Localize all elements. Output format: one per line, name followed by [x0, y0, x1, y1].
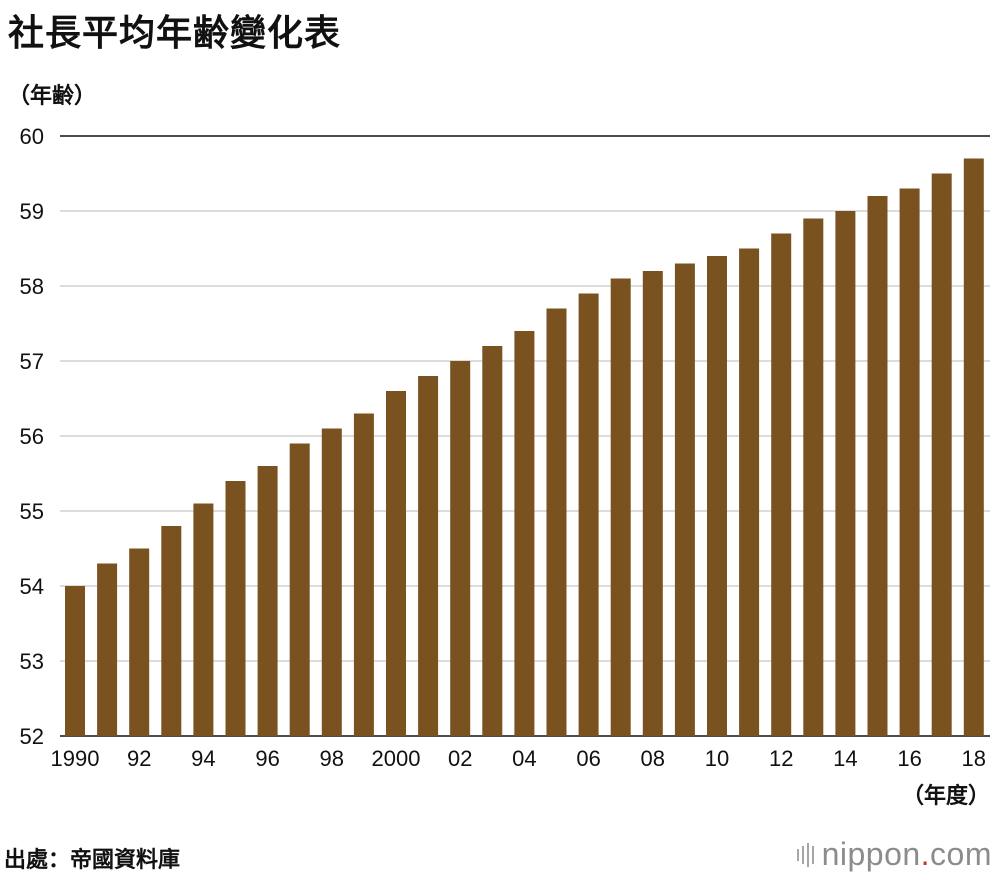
bar-1999 [353, 413, 374, 736]
y-tick-label: 54 [20, 574, 44, 599]
logo-name: nippon [821, 836, 921, 872]
logo-text: nippon.com [822, 836, 992, 873]
x-tick-label: 94 [191, 746, 215, 771]
y-tick-label: 60 [20, 124, 44, 149]
y-axis-label: （年齢） [8, 84, 97, 109]
bar-2016 [899, 188, 920, 736]
y-tick-label: 55 [20, 499, 44, 524]
x-tick-labels: 1990 92 94 96 98 2000 02 04 06 08 10 12 14 16 18 [51, 746, 987, 771]
grid-lines [60, 135, 990, 737]
logo-mark-icon [796, 842, 814, 868]
x-axis-label: （年度） [901, 784, 990, 809]
bar-2015 [867, 196, 888, 736]
x-tick-label: 12 [769, 746, 793, 771]
bar-1995 [225, 481, 246, 736]
bar-2009 [674, 263, 695, 736]
x-tick-label: 16 [897, 746, 921, 771]
bar-1996 [257, 466, 278, 736]
bar-1997 [289, 443, 310, 736]
source-note: 出處：帝國資料庫 [4, 848, 181, 873]
bar-1991 [97, 563, 118, 736]
bar-1993 [161, 526, 182, 736]
x-tick-label: 08 [641, 746, 665, 771]
x-tick-label: 02 [448, 746, 472, 771]
x-tick-label: 18 [962, 746, 986, 771]
x-tick-label: 1990 [51, 746, 100, 771]
x-tick-label: 96 [255, 746, 279, 771]
bar-2006 [578, 293, 599, 736]
bar-2010 [707, 256, 727, 736]
bar-1994 [193, 503, 214, 736]
bar-2018 [963, 158, 984, 736]
bar-2000 [386, 391, 406, 736]
bar-2005 [546, 308, 567, 736]
x-tick-label: 98 [320, 746, 344, 771]
nippon-logo[interactable]: nippon.com [796, 836, 992, 873]
bar-2007 [610, 278, 631, 736]
bar-2001 [418, 376, 439, 736]
bar-1992 [129, 548, 150, 736]
y-tick-label: 56 [20, 424, 44, 449]
bar-2002 [450, 361, 471, 736]
y-tick-label: 59 [20, 199, 44, 224]
x-tick-label: 2000 [372, 746, 421, 771]
x-tick-label: 10 [705, 746, 729, 771]
x-tick-label: 92 [127, 746, 151, 771]
y-tick-label: 57 [20, 349, 44, 374]
x-tick-label: 14 [833, 746, 857, 771]
bar-2013 [803, 218, 824, 736]
y-tick-labels: 52 53 54 55 56 57 58 59 60 [20, 124, 44, 749]
bars [65, 158, 984, 736]
y-tick-label: 58 [20, 274, 44, 299]
y-tick-label: 53 [20, 649, 44, 674]
logo-dot: . [920, 836, 931, 872]
bar-2003 [482, 346, 503, 736]
bar-2004 [514, 331, 535, 736]
bar-2012 [771, 233, 792, 736]
x-tick-label: 04 [512, 746, 536, 771]
bar-1998 [321, 428, 342, 736]
bar-1990 [65, 586, 85, 736]
bar-2008 [642, 271, 663, 736]
logo-tld: com [930, 836, 992, 872]
bar-chart: 52 53 54 55 56 57 58 59 60 1990 92 94 96 98 2000 02 04 0… [20, 124, 990, 771]
chart-title: 社長平均年齢變化表 [8, 13, 342, 54]
y-tick-label: 52 [20, 724, 44, 749]
x-tick-label: 06 [576, 746, 600, 771]
bar-2017 [931, 173, 952, 736]
bar-2011 [739, 248, 760, 736]
bar-2014 [835, 211, 856, 736]
